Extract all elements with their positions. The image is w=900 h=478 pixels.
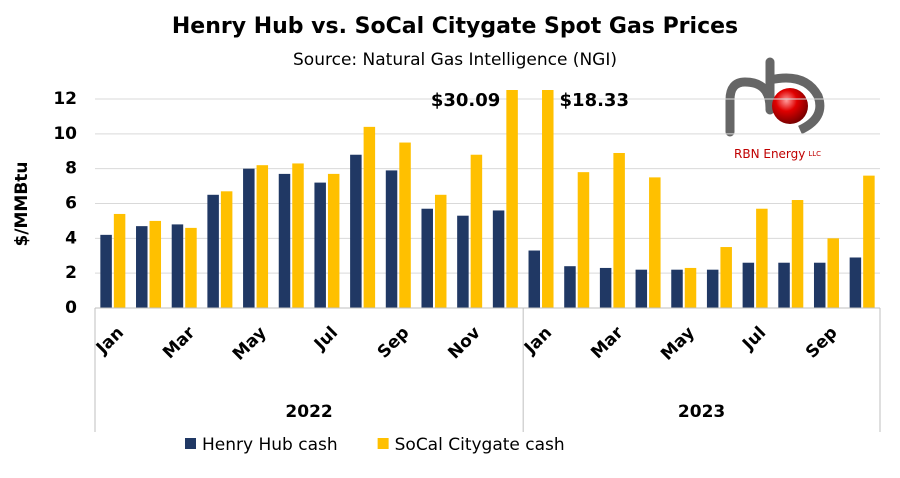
y-tick-label: 8 xyxy=(65,159,77,179)
logo-suffix: LLC xyxy=(808,150,821,158)
x-tick-label: May xyxy=(657,323,699,365)
bar xyxy=(385,170,398,308)
bar xyxy=(113,213,126,308)
logo-pipe xyxy=(768,73,825,135)
legend-label: Henry Hub cash xyxy=(202,435,338,455)
bar xyxy=(327,173,340,308)
group-label: 2022 xyxy=(285,402,332,422)
bar xyxy=(470,154,483,308)
y-tick-label: 10 xyxy=(53,124,77,144)
bar xyxy=(171,224,184,308)
x-tick-label: Mar xyxy=(587,322,628,363)
bar xyxy=(577,172,590,308)
bar xyxy=(706,269,719,308)
bar xyxy=(671,269,683,308)
logo-text: RBN Energy LLC xyxy=(734,147,821,161)
legend-label: SoCal Citygate cash xyxy=(395,435,565,455)
bar xyxy=(599,267,612,308)
bar xyxy=(613,152,625,308)
bar xyxy=(778,262,790,308)
bar xyxy=(756,208,768,308)
y-tick-label: 2 xyxy=(65,263,77,283)
bar xyxy=(256,165,269,308)
bar xyxy=(684,267,697,308)
x-tick-label: May xyxy=(229,323,271,365)
logo: RBN Energy LLC xyxy=(725,57,825,161)
logo-ball xyxy=(772,88,808,124)
bar xyxy=(849,257,862,308)
bar xyxy=(207,194,219,308)
y-tick-label: 12 xyxy=(53,89,77,109)
bar xyxy=(813,262,826,308)
bar xyxy=(363,126,376,308)
bar xyxy=(863,175,875,308)
bar xyxy=(635,269,648,308)
x-tick-label: Jan xyxy=(92,323,128,359)
bar xyxy=(506,90,518,308)
bar xyxy=(827,238,839,308)
bar xyxy=(791,200,804,308)
chart-subtitle: Source: Natural Gas Intelligence (NGI) xyxy=(293,50,617,70)
bar xyxy=(149,220,162,308)
bar xyxy=(564,266,576,308)
bar xyxy=(278,173,291,308)
bar xyxy=(350,154,362,308)
logo-name: RBN Energy xyxy=(734,147,805,161)
bar xyxy=(528,250,541,308)
y-axis-label: $/MMBtu xyxy=(12,161,32,246)
value-label: $18.33 xyxy=(560,90,629,111)
x-tick-label: Mar xyxy=(159,322,200,363)
x-tick-label: Jul xyxy=(310,323,342,355)
bar xyxy=(185,227,197,308)
bar xyxy=(314,182,326,308)
bar xyxy=(399,142,411,308)
bar xyxy=(542,90,554,308)
bar xyxy=(292,163,304,308)
y-tick-label: 6 xyxy=(65,194,77,214)
legend-swatch xyxy=(377,438,389,449)
bar xyxy=(100,234,112,308)
x-tick-label: Nov xyxy=(444,323,484,363)
x-tick-label: Jan xyxy=(520,323,556,359)
bar xyxy=(434,194,447,308)
value-label: $30.09 xyxy=(431,90,500,111)
x-tick-label: Jul xyxy=(738,323,770,355)
bar xyxy=(243,168,255,308)
group-label: 2023 xyxy=(678,402,725,422)
x-tick-label: Sep xyxy=(802,323,842,363)
chart-title: Henry Hub vs. SoCal Citygate Spot Gas Pr… xyxy=(172,14,738,39)
bar xyxy=(649,177,661,308)
bar xyxy=(457,215,469,308)
y-tick-label: 4 xyxy=(65,228,77,248)
logo-pipe xyxy=(725,57,775,137)
bar xyxy=(720,247,732,308)
bar xyxy=(136,226,148,308)
x-tick-label: Sep xyxy=(374,323,414,363)
bar xyxy=(492,210,505,308)
bars xyxy=(100,90,875,308)
y-tick-label: 0 xyxy=(65,298,77,318)
bar xyxy=(220,191,233,308)
bar xyxy=(742,262,755,308)
bar xyxy=(421,208,433,308)
legend-swatch xyxy=(185,438,196,449)
